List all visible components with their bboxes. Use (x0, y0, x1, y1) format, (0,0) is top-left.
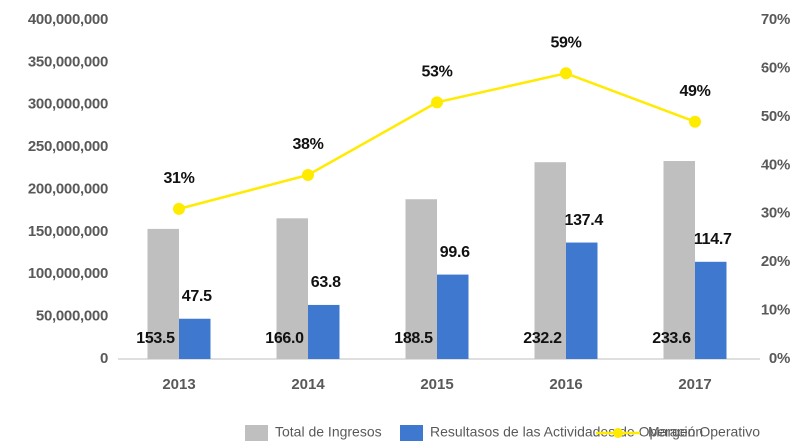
y2-tick-label: 20% (761, 253, 790, 270)
legend-label: Total de Ingresos (275, 424, 382, 440)
data-label: 114.7 (694, 231, 732, 248)
line-marker (560, 67, 572, 80)
bar (276, 218, 308, 359)
y2-tick-label: 30% (761, 205, 790, 222)
y-tick-label: 250,000,000 (28, 138, 108, 155)
line-marker (689, 115, 701, 128)
data-label: 188.5 (394, 330, 433, 347)
data-label: 38% (292, 136, 323, 153)
bar (147, 228, 179, 359)
data-label: 153.5 (136, 330, 175, 347)
legend-label: Margen Operativo (648, 424, 760, 440)
bar (405, 199, 437, 359)
y-tick-label: 300,000,000 (28, 96, 108, 113)
y2-tick-label: 60% (761, 59, 790, 76)
data-label: 47.5 (182, 288, 212, 305)
x-tick-label: 2015 (420, 376, 453, 393)
data-label: 99.6 (440, 244, 470, 261)
data-label: 232.2 (523, 330, 562, 347)
y2-tick-label: 50% (761, 108, 790, 125)
y-tick-label: 0 (100, 350, 108, 367)
bar (566, 242, 598, 359)
data-label: 49% (679, 83, 710, 100)
y-tick-label: 350,000,000 (28, 53, 108, 70)
legend-swatch (245, 425, 268, 441)
data-label: 31% (163, 170, 194, 187)
data-label: 233.6 (652, 330, 691, 347)
y-tick-label: 50,000,000 (36, 308, 108, 325)
y-tick-label: 100,000,000 (28, 265, 108, 282)
y2-tick-label: 70% (761, 11, 790, 28)
y2-tick-label: 0% (769, 350, 790, 367)
line-marker (173, 202, 185, 215)
y-tick-label: 150,000,000 (28, 223, 108, 240)
bar (308, 304, 340, 359)
bar (534, 162, 566, 359)
y-tick-label: 400,000,000 (28, 11, 108, 28)
line-marker (302, 168, 314, 181)
y2-tick-label: 10% (761, 302, 790, 319)
x-tick-label: 2017 (678, 376, 711, 393)
x-tick-label: 2013 (162, 376, 195, 393)
y-tick-label: 200,000,000 (28, 180, 108, 197)
legend-swatch (400, 425, 423, 441)
line (178, 71, 696, 211)
legend-label: Resultasos de las Actividades de Operaci… (430, 424, 703, 440)
x-tick-label: 2016 (549, 376, 582, 393)
bar (663, 161, 695, 359)
data-label: 63.8 (311, 274, 341, 291)
data-label: 53% (421, 64, 452, 81)
legend-marker (613, 428, 623, 438)
bar (695, 261, 727, 359)
data-label: 137.4 (564, 212, 603, 229)
bar (179, 318, 211, 359)
data-label: 59% (550, 34, 581, 51)
y2-tick-label: 40% (761, 156, 790, 173)
data-label: 166.0 (265, 330, 304, 347)
bar (437, 274, 469, 359)
x-tick-label: 2014 (291, 376, 325, 393)
line-marker (431, 96, 443, 109)
